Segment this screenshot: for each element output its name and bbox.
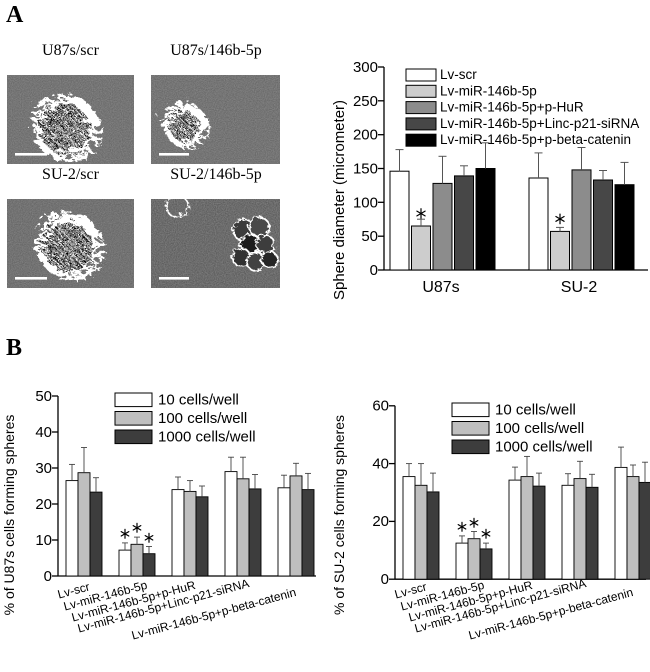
svg-text:% of U87s cells forming sphere: % of U87s cells forming spheres <box>1 415 17 616</box>
svg-text:10 cells/well: 10 cells/well <box>158 392 239 409</box>
svg-text:20: 20 <box>35 496 52 513</box>
svg-text:250: 250 <box>353 93 378 110</box>
svg-text:Lv-miR-146b-5p+Linc-p21-siRNA: Lv-miR-146b-5p+Linc-p21-siRNA <box>440 116 639 131</box>
svg-text:Lv-miR-146b-5p+p-beta-catenin: Lv-miR-146b-5p+p-beta-catenin <box>440 132 631 147</box>
svg-text:1000 cells/well: 1000 cells/well <box>495 439 593 456</box>
svg-text:200: 200 <box>353 127 378 144</box>
svg-text:0: 0 <box>44 568 52 585</box>
svg-text:10: 10 <box>35 532 52 549</box>
svg-text:150: 150 <box>353 161 378 178</box>
svg-text:100 cells/well: 100 cells/well <box>158 410 247 427</box>
svg-text:60: 60 <box>372 398 389 415</box>
svg-text:Sphere diameter (micrometer): Sphere diameter (micrometer) <box>331 100 348 300</box>
svg-text:40: 40 <box>372 455 389 472</box>
svg-text:50: 50 <box>361 228 378 245</box>
svg-text:100 cells/well: 100 cells/well <box>495 420 584 437</box>
svg-text:0: 0 <box>381 571 389 588</box>
svg-text:30: 30 <box>35 460 52 477</box>
svg-text:U87s: U87s <box>422 279 459 296</box>
svg-text:Lv-miR-146b-5p+p-HuR: Lv-miR-146b-5p+p-HuR <box>440 100 584 115</box>
svg-text:% of SU-2 cells forming sphere: % of SU-2 cells forming spheres <box>331 415 347 615</box>
svg-text:50: 50 <box>35 388 52 405</box>
svg-text:40: 40 <box>35 424 52 441</box>
svg-text:20: 20 <box>372 513 389 530</box>
svg-text:10 cells/well: 10 cells/well <box>495 402 576 419</box>
svg-text:0: 0 <box>370 262 378 279</box>
svg-text:Lv-miR-146b-5p: Lv-miR-146b-5p <box>440 83 537 98</box>
svg-text:300: 300 <box>353 59 378 76</box>
svg-text:1000 cells/well: 1000 cells/well <box>158 429 256 446</box>
svg-text:Lv-scr: Lv-scr <box>440 67 477 82</box>
svg-text:100: 100 <box>353 194 378 211</box>
svg-text:SU-2: SU-2 <box>561 279 598 296</box>
